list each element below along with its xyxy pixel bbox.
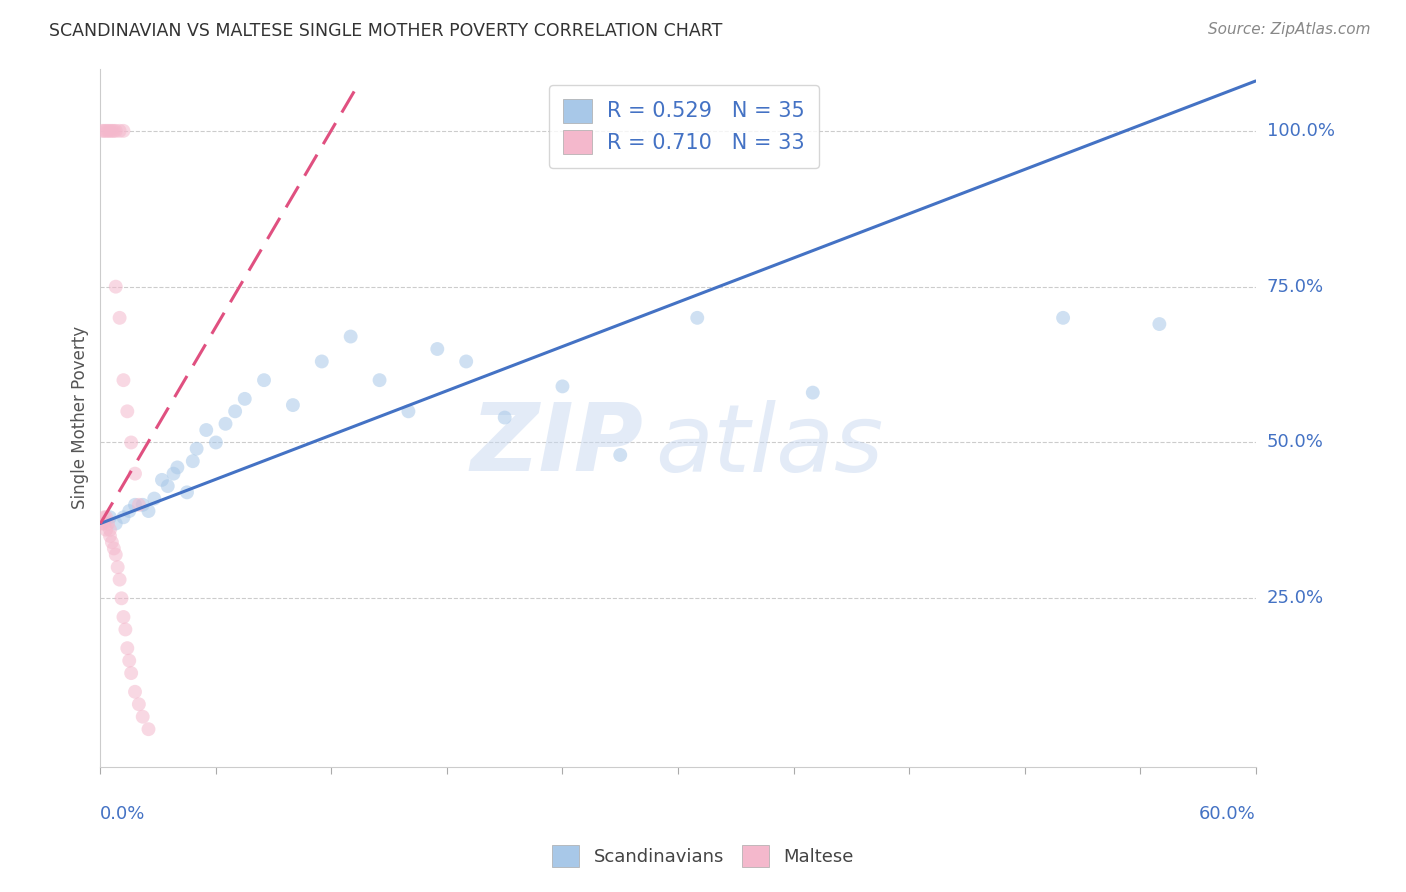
Point [132, 710, 155, 724]
Point [494, 410, 516, 425]
Point [156, 479, 179, 493]
Point [93, 124, 115, 138]
Point [104, 548, 127, 562]
Point [114, 623, 136, 637]
Point [253, 373, 276, 387]
Point [176, 485, 198, 500]
Text: 100.0%: 100.0% [1267, 122, 1334, 140]
Point [120, 435, 142, 450]
Point [551, 379, 574, 393]
Point [138, 504, 160, 518]
Point [166, 460, 188, 475]
Point [117, 641, 139, 656]
Point [1052, 310, 1074, 325]
Point [132, 498, 155, 512]
Point [97, 516, 120, 531]
Point [93, 510, 115, 524]
Point [103, 124, 125, 138]
Point [91, 516, 114, 531]
Point [426, 342, 449, 356]
Point [108, 310, 131, 325]
Point [124, 498, 146, 512]
Text: 50.0%: 50.0% [1267, 434, 1323, 451]
Point [91, 124, 114, 138]
Point [104, 279, 127, 293]
Point [104, 516, 127, 531]
Point [214, 417, 236, 431]
Text: ZIP: ZIP [471, 400, 644, 491]
Point [93, 516, 115, 531]
Point [311, 354, 333, 368]
Point [98, 124, 121, 138]
Point [162, 467, 184, 481]
Point [118, 654, 141, 668]
Point [686, 310, 709, 325]
Legend: R = 0.529   N = 35, R = 0.710   N = 33: R = 0.529 N = 35, R = 0.710 N = 33 [550, 86, 818, 168]
Point [609, 448, 631, 462]
Point [112, 373, 135, 387]
Point [396, 404, 419, 418]
Point [112, 510, 135, 524]
Point [112, 610, 135, 624]
Point [108, 124, 131, 138]
Point [195, 423, 218, 437]
Point [118, 504, 141, 518]
Text: SCANDINAVIAN VS MALTESE SINGLE MOTHER POVERTY CORRELATION CHART: SCANDINAVIAN VS MALTESE SINGLE MOTHER PO… [49, 22, 723, 40]
Point [124, 685, 146, 699]
Point [120, 666, 142, 681]
Point [128, 498, 150, 512]
Y-axis label: Single Mother Poverty: Single Mother Poverty [72, 326, 89, 509]
Point [128, 698, 150, 712]
Legend: Scandinavians, Maltese: Scandinavians, Maltese [546, 838, 860, 874]
Point [368, 373, 391, 387]
Point [801, 385, 824, 400]
Point [103, 541, 125, 556]
Point [181, 454, 204, 468]
Point [205, 435, 228, 450]
Point [94, 510, 117, 524]
Point [98, 529, 121, 543]
Point [101, 124, 124, 138]
Point [108, 573, 131, 587]
Point [107, 560, 129, 574]
Point [110, 591, 132, 606]
Point [112, 124, 135, 138]
Text: Source: ZipAtlas.com: Source: ZipAtlas.com [1208, 22, 1371, 37]
Point [233, 392, 256, 406]
Point [339, 329, 361, 343]
Text: 60.0%: 60.0% [1199, 805, 1256, 823]
Point [94, 523, 117, 537]
Text: atlas: atlas [655, 400, 883, 491]
Point [1149, 317, 1171, 331]
Point [97, 124, 120, 138]
Point [138, 722, 160, 736]
Point [104, 124, 127, 138]
Point [94, 124, 117, 138]
Point [101, 535, 124, 549]
Point [124, 467, 146, 481]
Point [98, 523, 121, 537]
Point [281, 398, 304, 412]
Text: 25.0%: 25.0% [1267, 590, 1324, 607]
Point [143, 491, 166, 506]
Text: 0.0%: 0.0% [100, 805, 146, 823]
Point [117, 404, 139, 418]
Point [456, 354, 478, 368]
Point [98, 510, 121, 524]
Point [150, 473, 173, 487]
Text: 75.0%: 75.0% [1267, 277, 1324, 295]
Point [224, 404, 246, 418]
Point [186, 442, 208, 456]
